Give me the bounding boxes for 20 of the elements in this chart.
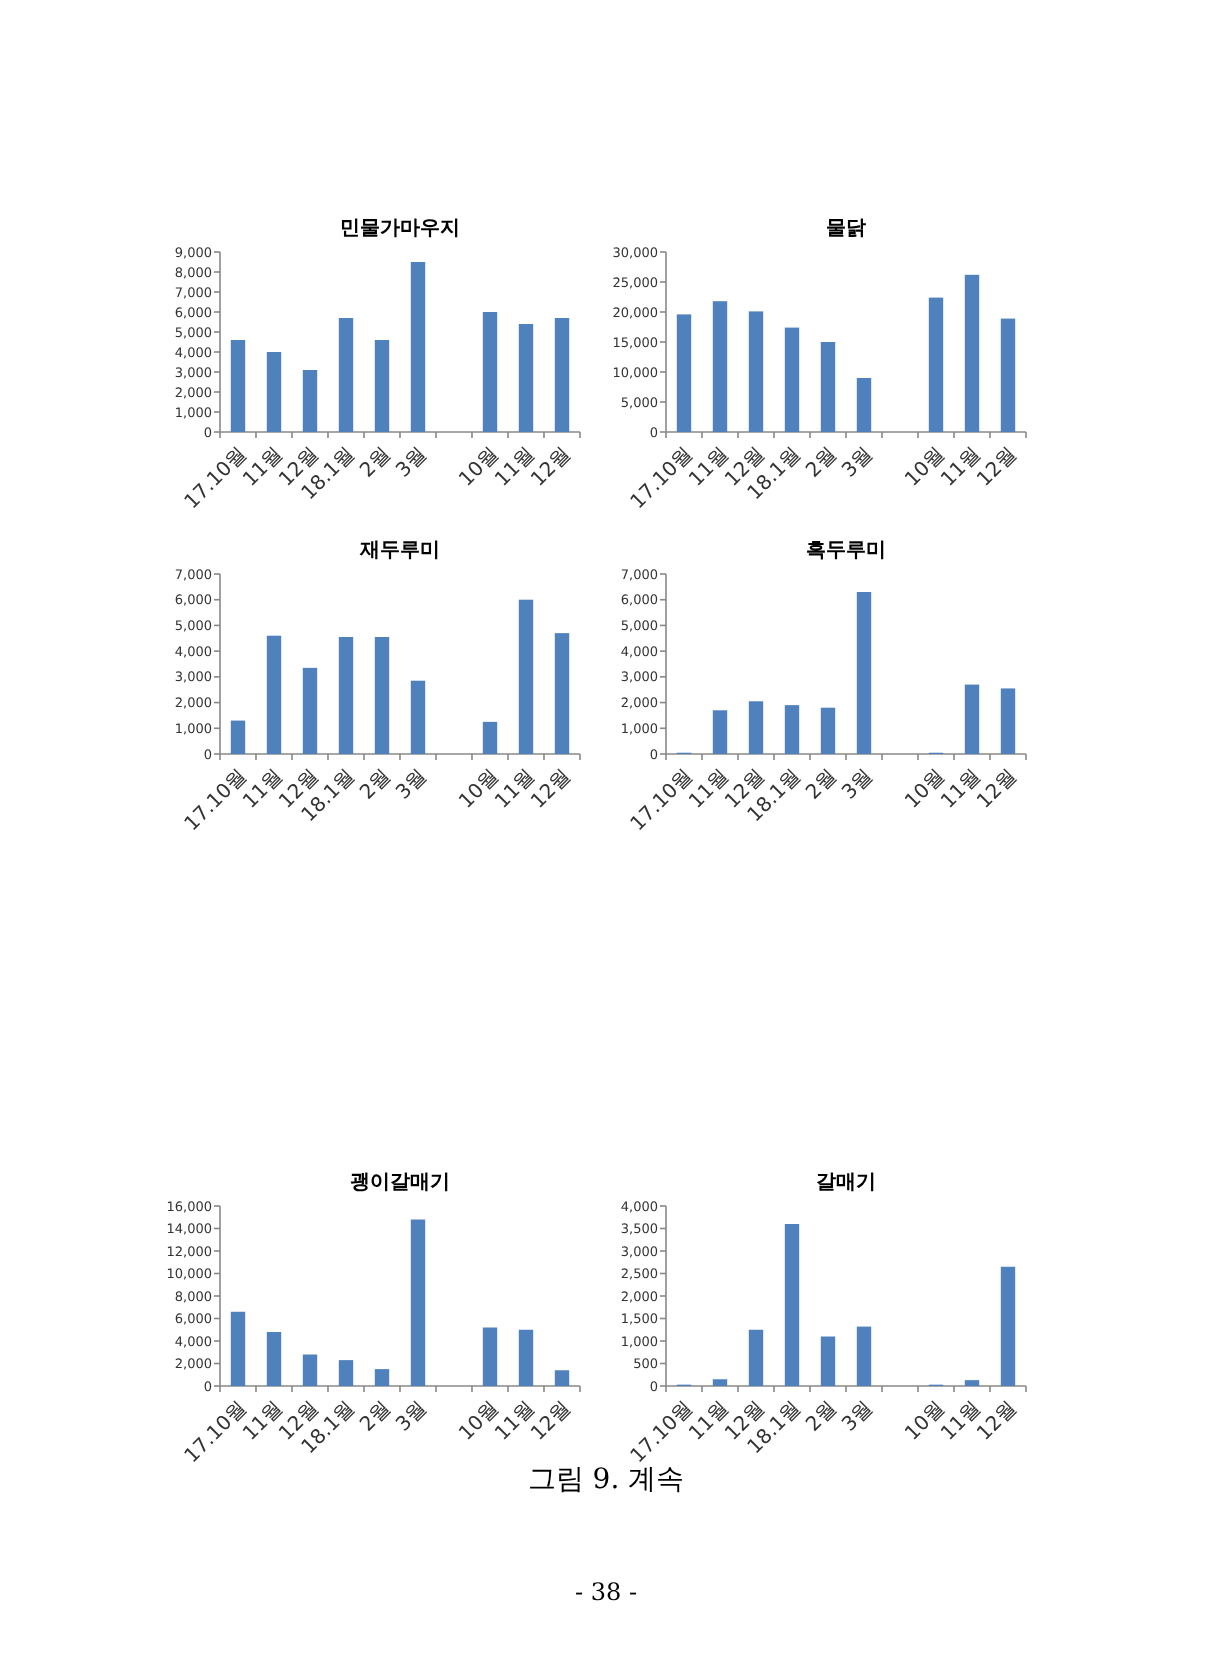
caption: 그림 9. 계속 <box>527 1464 685 1496</box>
x-tick-label: 2월 <box>356 443 396 483</box>
x-tick-label: 3월 <box>392 1397 432 1437</box>
chart-title: 물닭 <box>826 218 866 240</box>
text: - 38 - <box>574 1578 638 1606</box>
x-tick-label: 3월 <box>392 443 432 483</box>
x-tick-label: 3월 <box>838 443 878 483</box>
chart-title: 괭이갈매기 <box>350 1172 450 1194</box>
x-tick-label: 2월 <box>356 765 396 805</box>
chart-title: 재두루미 <box>358 540 440 562</box>
x-tick-label: 2월 <box>356 1397 396 1437</box>
x-tick-label: 2월 <box>802 1397 842 1437</box>
chart-title: 민물가마우지 <box>340 218 460 240</box>
x-tick-label: 3월 <box>838 765 878 805</box>
chart-title: 흑두루미 <box>806 540 886 562</box>
chart-title: 갈매기 <box>816 1172 876 1194</box>
x-tick-label: 3월 <box>392 765 432 805</box>
x-tick-label: 2월 <box>802 765 842 805</box>
x-tick-label: 2월 <box>802 443 842 483</box>
x-tick-label: 3월 <box>838 1397 878 1437</box>
